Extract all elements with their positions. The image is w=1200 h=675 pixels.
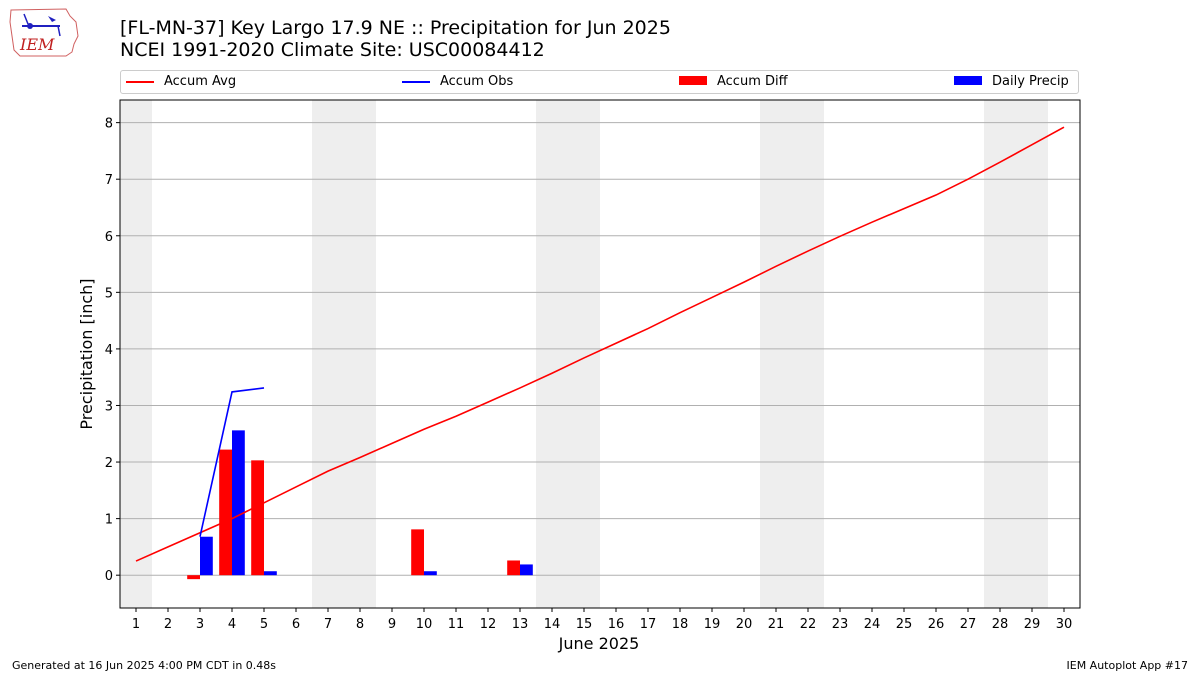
plot-frame xyxy=(119,99,1081,609)
daily-precip-bar xyxy=(200,536,213,576)
generated-timestamp: Generated at 16 Jun 2025 4:00 PM CDT in … xyxy=(12,659,277,672)
x-tick-label: 19 xyxy=(704,617,721,632)
x-tick-label: 17 xyxy=(640,617,657,632)
legend-label: Accum Obs xyxy=(440,74,514,89)
daily-precip-bar xyxy=(520,564,533,576)
x-tick-label: 20 xyxy=(736,617,753,632)
x-tick-label: 1 xyxy=(132,617,140,632)
legend: Accum Avg Accum Obs Accum Diff Daily Pre… xyxy=(120,70,1079,94)
iem-logo: IEM xyxy=(8,6,80,58)
weekend-shading xyxy=(120,100,1048,608)
accum-avg-line xyxy=(135,126,1065,562)
legend-label: Accum Avg xyxy=(164,74,237,89)
x-tick-label: 5 xyxy=(260,617,268,632)
x-tick-label: 11 xyxy=(448,617,465,632)
y-tick-label: 1 xyxy=(105,513,113,528)
x-tick-label: 7 xyxy=(324,617,332,632)
x-tick-label: 8 xyxy=(356,617,364,632)
title-line-1: [FL-MN-37] Key Largo 17.9 NE :: Precipit… xyxy=(120,17,671,39)
x-tick-label: 14 xyxy=(544,617,561,632)
weekend-band xyxy=(984,100,1048,608)
x-tick-label: 22 xyxy=(800,617,817,632)
daily-precip-bar xyxy=(232,430,245,576)
logo-text: IEM xyxy=(19,35,55,54)
x-tick-label: 21 xyxy=(768,617,785,632)
y-tick-label: 0 xyxy=(105,569,113,584)
y-tick-label: 7 xyxy=(105,173,113,188)
x-tick-label: 24 xyxy=(864,617,881,632)
weekend-band xyxy=(120,100,152,608)
accum-diff-bar xyxy=(251,460,264,576)
x-tick-label: 3 xyxy=(196,617,204,632)
accum-diff-bar xyxy=(187,575,200,580)
legend-line-swatch xyxy=(402,81,430,83)
x-tick-label: 6 xyxy=(292,617,300,632)
y-tick-label: 8 xyxy=(105,117,113,132)
x-tick-label: 4 xyxy=(228,617,236,632)
daily-precip-bar xyxy=(424,571,437,576)
y-tick-label: 2 xyxy=(105,456,113,471)
daily-precip-bar xyxy=(264,571,277,576)
x-tick-label: 12 xyxy=(480,617,497,632)
chart-title: [FL-MN-37] Key Largo 17.9 NE :: Precipit… xyxy=(120,17,671,61)
y-tick-label: 4 xyxy=(105,343,113,358)
accum-diff-bar xyxy=(411,529,424,576)
legend-line-swatch xyxy=(126,81,154,83)
x-tick-label: 30 xyxy=(1056,617,1073,632)
y-axis-label: Precipitation [inch] xyxy=(77,278,96,429)
weekend-band xyxy=(312,100,376,608)
legend-patch-swatch xyxy=(679,76,707,85)
line-series xyxy=(135,126,1065,562)
x-tick-label: 26 xyxy=(928,617,945,632)
x-tick-label: 28 xyxy=(992,617,1009,632)
x-tick-label: 2 xyxy=(164,617,172,632)
y-tick-label: 5 xyxy=(105,286,113,301)
accum-obs-line xyxy=(199,387,265,537)
x-tick-label: 16 xyxy=(608,617,625,632)
grid-lines xyxy=(120,122,1080,576)
x-axis-label: June 2025 xyxy=(558,634,640,653)
bar-series xyxy=(187,430,533,580)
x-tick-label: 25 xyxy=(896,617,913,632)
x-tick-label: 15 xyxy=(576,617,593,632)
legend-label: Accum Diff xyxy=(717,74,788,89)
x-tick-label: 23 xyxy=(832,617,849,632)
accum-diff-bar xyxy=(507,560,520,576)
x-tick-label: 29 xyxy=(1024,617,1041,632)
accum-diff-bar xyxy=(219,449,232,576)
x-tick-label: 13 xyxy=(512,617,529,632)
y-tick-label: 6 xyxy=(105,230,113,245)
weekend-band xyxy=(760,100,824,608)
weekend-band xyxy=(536,100,600,608)
x-tick-label: 18 xyxy=(672,617,689,632)
app-id: IEM Autoplot App #17 xyxy=(1066,659,1189,672)
legend-label: Daily Precip xyxy=(992,74,1069,89)
x-tick-label: 9 xyxy=(388,617,396,632)
x-tick-label: 10 xyxy=(416,617,433,632)
title-line-2: NCEI 1991-2020 Climate Site: USC00084412 xyxy=(120,39,545,61)
y-tick-label: 3 xyxy=(105,399,113,414)
legend-patch-swatch xyxy=(954,76,982,85)
x-tick-label: 27 xyxy=(960,617,977,632)
